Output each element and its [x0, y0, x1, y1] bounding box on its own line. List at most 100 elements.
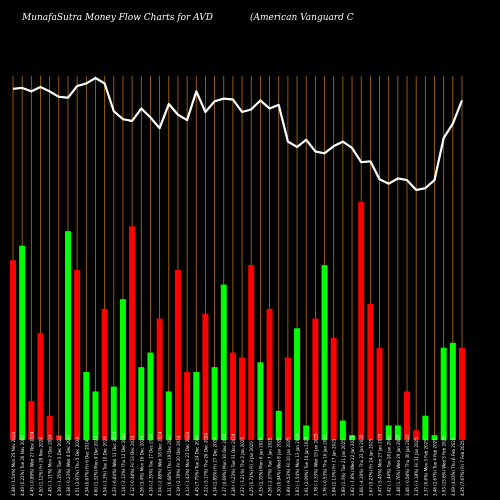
x-tick-label: 3.66 (-4.19%) Thu 23 Jan 2025: [359, 434, 364, 496]
x-tick-label: 3.82 (-1.8%) Wed 22 Jan 2025: [350, 435, 355, 496]
money-flow-bar: [413, 430, 420, 440]
x-tick-label: 3.76 (-0.53%) Thu 16 Jan 2025: [323, 434, 328, 496]
chart-header: MunafaSutra Money Flow Charts for AVD (A…: [0, 13, 500, 29]
x-tick-label: 4.45 (7.75%) Tue 24 Dec 2024: [194, 435, 199, 496]
money-flow-bar: [459, 347, 465, 440]
money-flow-bar: [367, 304, 374, 440]
money-flow-bar: [28, 401, 35, 440]
x-tick-label: 4.34 (2.85%) Fri 27 Dec 2024: [213, 437, 218, 496]
x-tick-label: 3.37 (0.6%) Mon 3 Feb 2025: [423, 439, 428, 496]
money-flow-bar: [165, 391, 172, 440]
x-tick-label: 4.30 (0.94%) Wed 8 Jan 2025: [277, 437, 282, 496]
money-flow-bar: [376, 347, 383, 440]
money-flow-bar: [156, 318, 163, 440]
money-flow-bar: [55, 435, 62, 440]
x-tick-label: 3.93 (13.6%) Wed 5 Feb 2025: [442, 436, 447, 496]
x-tick-label: 3.48 (1.76%) Wed 29 Jan 2025: [396, 434, 401, 496]
x-tick-label: 4.37 (0.69%) Mon 30 Dec 2024: [222, 433, 227, 496]
x-tick-label: 4.14 (-2.13%) Thu 12 Dec 2024: [121, 432, 126, 496]
x-tick-label: 4.48 (-1.54%) Mon 25 Nov 2024: [11, 432, 16, 497]
money-flow-bar: [46, 415, 53, 440]
money-flow-bar: [101, 308, 108, 440]
x-tick-label: 4.31 (6.68%) Thu 19 Dec 2024: [167, 434, 172, 496]
money-flow-bar: [129, 226, 136, 440]
x-tick-label: 3.46 (2.67%) Tue 4 Feb 2025: [433, 438, 438, 496]
money-flow-bar: [74, 270, 81, 440]
money-flow-bar: [321, 265, 328, 440]
x-tick-label: 4.54 (-1.3%) Tue 10 Dec 2024: [103, 436, 108, 496]
money-flow-bar: [394, 425, 401, 440]
x-tick-label: 4.09 (4.03%) Thu 6 Feb 2025: [451, 437, 456, 496]
money-flow-bar: [266, 308, 273, 440]
x-tick-label: 4.38 (-0.23%) Wed 4 Dec 2024: [66, 434, 71, 496]
x-tick-label: 3.35 (-3.18%) Fri 31 Jan 2025: [414, 437, 419, 496]
money-flow-bar: [303, 425, 310, 440]
x-tick-label: 4.04 (-2.88%) Wed 18 Dec 2024: [158, 431, 163, 496]
x-tick-label: 4.35 (2.35%) Mon 6 Jan 2025: [258, 437, 263, 496]
money-flow-bar: [119, 299, 126, 440]
x-tick-label: 4.50 (1.12%) Fri 29 Nov 2024: [39, 437, 44, 496]
money-flow-bar: [294, 328, 301, 440]
money-flow-bar: [404, 391, 411, 440]
money-flow-bar: [64, 231, 71, 440]
x-tick-label: 4.22 (-3.21%) Thu 2 Jan 2025: [240, 437, 245, 496]
money-flow-bar: [174, 270, 181, 440]
x-tick-label: 3.84 (2.13%) Fri 17 Jan 2025: [332, 438, 337, 496]
money-flow-bar: [422, 415, 429, 440]
money-flow-bar: [330, 338, 337, 440]
money-flow-bar: [385, 425, 392, 440]
money-flow-bar: [339, 420, 346, 440]
x-tick-label: 4.25 (0.71%) Fri 3 Jan 2025: [249, 441, 254, 496]
money-flow-bar: [83, 372, 90, 440]
money-flow-bar: [358, 202, 365, 440]
money-flow-bar: [257, 362, 264, 440]
x-tick-label: 3.89 (-9.53%) Fri 10 Jan 2025: [286, 437, 291, 496]
x-tick-label: 4.26 (3.4%) Mon 16 Dec 2024: [139, 436, 144, 496]
x-tick-label: 4.35 (7.67%) Fri 7 Feb 2025: [460, 440, 465, 496]
money-flow-bar: [138, 367, 145, 440]
x-tick-label: 3.91 (2.09%) Tue 14 Jan 2025: [304, 436, 309, 496]
money-flow-bar: [431, 435, 438, 440]
money-flow-bar: [202, 313, 209, 440]
x-tick-label: 4.13 (-1.43%) Mon 23 Dec 2024: [185, 432, 190, 496]
money-flow-bar: [312, 318, 319, 440]
money-flow-bar: [184, 372, 191, 440]
x-tick-label: 3.83 (-1.54%) Mon 13 Jan 2025: [295, 433, 300, 496]
x-tick-label: 3.42 (-1.44%) Tue 28 Jan 2025: [387, 435, 392, 496]
money-flow-bar: [248, 265, 255, 440]
money-flow-bar: [92, 391, 99, 440]
money-flow-bar: [220, 284, 227, 440]
x-tick-label: 4.22 (-5.17%) Thu 26 Dec 2024: [203, 432, 208, 496]
x-tick-label: 4.51 (2.97%) Thu 5 Dec 2024: [75, 436, 80, 496]
x-tick-label: 4.36 (-0.23%) Tue 31 Dec 2024: [231, 433, 236, 496]
money-flow-bar: [275, 410, 282, 440]
x-tick-label: 4.23 (-6.84%) Wed 11 Dec 2024: [112, 431, 117, 496]
money-flow-bar: [110, 386, 117, 440]
x-tick-label: 3.89 (1.3%) Tue 21 Jan 2025: [341, 439, 346, 496]
money-flow-bar: [19, 245, 26, 440]
x-tick-label: 4.60 (1.32%) Mon 9 Dec 2024: [94, 436, 99, 496]
x-tick-label: 3.78 (-3.33%) Wed 15 Jan 2025: [313, 433, 318, 496]
money-flow-bar: [147, 352, 154, 440]
x-tick-label: 4.45 (-0.89%) Wed 27 Nov 2024: [29, 431, 34, 496]
x-tick-label: 4.12 (-0.48%) Fri 13 Dec 2024: [130, 435, 135, 496]
x-tick-label: 4.45 (-1.11%) Mon 2 Dec 2024: [48, 434, 53, 496]
x-tick-label: 4.16 (-2.35%) Tue 17 Dec 2024: [148, 433, 153, 496]
price-line: [12, 76, 464, 192]
money-flow-bar: [349, 435, 356, 440]
chart-title: MunafaSutra Money Flow Charts for AVD: [22, 13, 213, 23]
x-tick-label: 4.19 (-2.78%) Fri 20 Dec 2024: [176, 435, 181, 496]
money-flow-bar: [37, 333, 44, 440]
money-flow-bar: [440, 347, 447, 440]
x-tick-label: 4.39 (-1.35%) Tue 3 Dec 2024: [57, 436, 62, 496]
x-tick-label: 4.49 (0.22%) Tue 26 Nov 2024: [20, 435, 25, 496]
money-flow-bar: [211, 367, 218, 440]
x-tick-label: 4.26 (-2.07%) Tue 7 Jan 2025: [268, 437, 273, 496]
x-tick-label: 4.54 (0.67%) Fri 6 Dec 2024: [84, 439, 89, 496]
x-tick-label: 3.46 (-0.58%) Thu 30 Jan 2025: [405, 434, 410, 496]
money-flow-bar: [284, 357, 291, 440]
x-tick-label: 3.47 (-5.45%) Mon 27 Jan 2025: [378, 433, 383, 496]
money-flow-bar: [193, 372, 200, 440]
x-tick-label: 3.67 (0.27%) Fri 24 Jan 2025: [368, 438, 373, 496]
